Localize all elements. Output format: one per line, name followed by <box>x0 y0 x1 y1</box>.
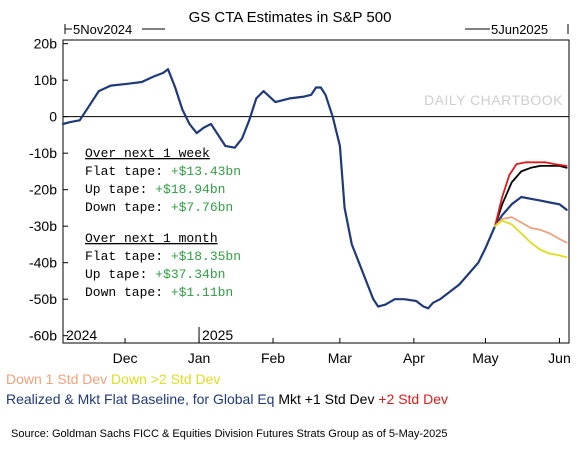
x-tick-label: Dec <box>113 350 138 366</box>
series-line-2 <box>494 161 568 228</box>
y-tick-label: -20b <box>29 182 57 198</box>
annotation-heading: Over next 1 month <box>85 231 218 246</box>
annotation-row-label: Up tape: <box>85 182 155 197</box>
plot-frame <box>62 39 570 344</box>
annotation-row-value: +$37.34bn <box>155 267 225 282</box>
annotation-heading: Over next 1 week <box>85 146 210 161</box>
y-tick-label: 0 <box>49 109 57 125</box>
y-tick-label: -40b <box>29 255 57 271</box>
x-tick-label: May <box>472 350 498 366</box>
annotation-row-label: Down tape: <box>85 200 171 215</box>
y-tick-label: -60b <box>29 328 57 344</box>
annotation-row: Up tape: +$18.94bn <box>85 182 225 197</box>
legend-row: Down 1 Std Dev Down >2 Std Dev <box>6 371 220 387</box>
chart-title: GS CTA Estimates in S&P 500 <box>189 9 392 26</box>
annotation-row-value: +$18.94bn <box>155 182 225 197</box>
annotation-row-value: +$13.43bn <box>171 164 241 179</box>
annotation-row-value: +$1.11bn <box>171 285 233 300</box>
annotation-row: Flat tape: +$13.43bn <box>85 164 241 179</box>
x-tick-label: Jun <box>548 350 571 366</box>
annotation-row-label: Flat tape: <box>85 164 171 179</box>
range-end-label: 5Jun2025 <box>491 22 548 37</box>
x-tick-label: Feb <box>261 350 285 366</box>
annotation-row-label: Down tape: <box>85 285 171 300</box>
y-tick-label: -30b <box>29 218 57 234</box>
legend-entry: Down >2 Std Dev <box>107 371 220 387</box>
x-tick-label: Jan <box>188 350 211 366</box>
legend-entry: +2 Std Dev <box>374 391 448 407</box>
series-line-1 <box>494 165 568 228</box>
legend-entry: Down 1 Std Dev <box>6 371 107 387</box>
annotation-row: Flat tape: +$18.35bn <box>85 249 241 264</box>
legend-entry: Mkt +1 Std Dev <box>274 391 374 407</box>
legend-row: Realized & Mkt Flat Baseline, for Global… <box>6 391 448 407</box>
annotation-row-label: Up tape: <box>85 267 155 282</box>
series-line-4 <box>494 219 568 259</box>
source-note: Source: Goldman Sachs FICC & Equities Di… <box>11 428 448 440</box>
year-label: 2024 <box>66 327 97 343</box>
annotation-row-value: +$18.35bn <box>171 249 241 264</box>
x-tick-label: Apr <box>403 350 425 366</box>
range-start-label: 5Nov2024 <box>73 22 132 37</box>
x-tick-label: Mar <box>328 350 352 366</box>
range-start-marker: 5Nov2024 <box>64 22 165 37</box>
annotation-row-value: +$7.76bn <box>171 200 233 215</box>
series-line-0 <box>61 68 568 310</box>
year-label: 2025 <box>202 327 233 343</box>
range-end-marker: 5Jun2025 <box>465 22 569 37</box>
y-tick-label: 10b <box>34 72 58 88</box>
watermark: DAILY CHARTBOOK <box>424 92 563 108</box>
annotation-row-label: Flat tape: <box>85 249 171 264</box>
y-tick-label: -50b <box>29 291 57 307</box>
y-tick-label: -10b <box>29 145 57 161</box>
annotation-row: Down tape: +$7.76bn <box>85 200 233 215</box>
y-tick-label: 20b <box>34 36 58 52</box>
annotation-row: Down tape: +$1.11bn <box>85 285 233 300</box>
legend-entry: Realized & Mkt Flat Baseline, for Global… <box>6 391 274 407</box>
annotation-row: Up tape: +$37.34bn <box>85 267 225 282</box>
series-line-3 <box>494 216 568 244</box>
plot-area: DAILY CHARTBOOK 20b 10b 0 -10b -20b -30b -40b -5… <box>6 36 571 440</box>
